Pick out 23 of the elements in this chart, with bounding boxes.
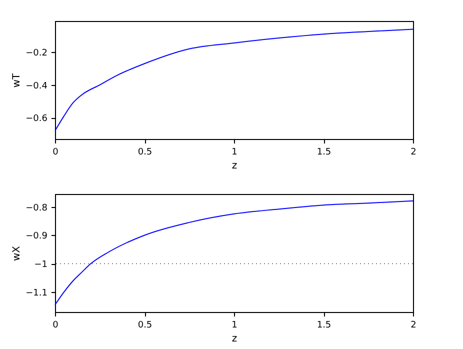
y-tick-label: −0.2 (26, 48, 48, 59)
y-tick-label: −1 (34, 260, 48, 270)
x-tick-label: 2 (410, 148, 416, 158)
x-tick-label: 0 (52, 148, 59, 158)
line-series (54, 28, 414, 132)
x-tick-label: 1 (232, 320, 238, 330)
y-tick-label: −0.6 (26, 114, 48, 124)
x-axis-title: z (232, 334, 238, 344)
x-tick-label: 0 (52, 320, 59, 330)
line-series (54, 200, 414, 306)
x-tick-label: 1.5 (316, 320, 332, 330)
y-tick-label: −0.4 (26, 81, 48, 92)
x-tick-label: 0.5 (138, 320, 152, 330)
y-axis-title: wT (12, 72, 23, 88)
x-tick-label: 1 (232, 148, 238, 158)
y-tick-label: −0.8 (26, 203, 48, 214)
y-tick-label: −0.9 (26, 232, 48, 242)
x-axis-title: z (232, 160, 238, 172)
x-tick-label: 2 (410, 320, 416, 330)
x-tick-label: 0.5 (138, 148, 152, 158)
x-tick-label: 1.5 (316, 148, 332, 158)
y-tick-label: −1.1 (26, 288, 48, 299)
y-axis-title: wX (12, 246, 23, 262)
